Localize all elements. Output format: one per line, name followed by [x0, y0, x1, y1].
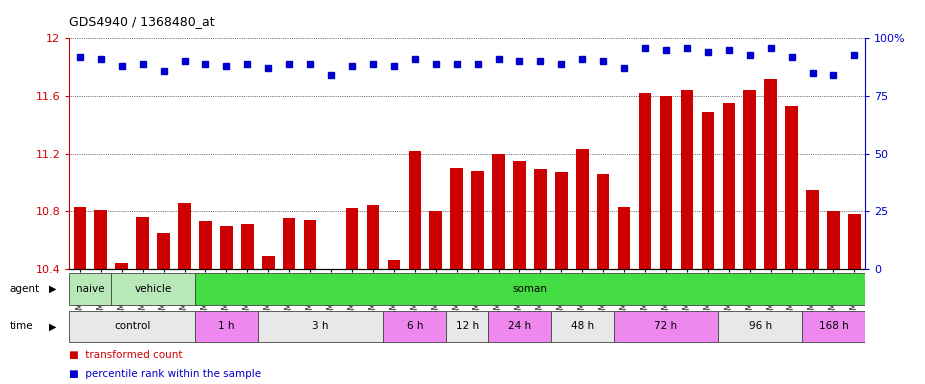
Bar — [94, 210, 107, 269]
Bar — [179, 203, 191, 269]
Bar — [429, 211, 442, 269]
Text: agent: agent — [9, 284, 40, 294]
Bar — [69, 273, 111, 305]
Text: 12 h: 12 h — [455, 321, 479, 331]
Bar — [802, 311, 865, 342]
Bar — [388, 260, 401, 269]
Text: GDS4940 / 1368480_at: GDS4940 / 1368480_at — [69, 15, 215, 28]
Bar — [744, 90, 756, 269]
Bar — [346, 208, 358, 269]
Bar — [764, 79, 777, 269]
Bar — [303, 220, 316, 269]
Bar — [157, 233, 170, 269]
Bar — [383, 311, 446, 342]
Text: naive: naive — [76, 284, 105, 294]
Bar — [848, 214, 860, 269]
Text: control: control — [114, 321, 151, 331]
Bar — [220, 226, 233, 269]
Bar — [199, 221, 212, 269]
Bar — [534, 169, 547, 269]
Bar — [618, 207, 631, 269]
Bar — [597, 174, 610, 269]
Text: ▶: ▶ — [49, 321, 56, 331]
Text: time: time — [9, 321, 33, 331]
Bar — [785, 106, 798, 269]
Bar — [195, 311, 258, 342]
Bar — [513, 161, 525, 269]
Text: ■  transformed count: ■ transformed count — [69, 350, 183, 360]
Text: 3 h: 3 h — [313, 321, 328, 331]
Bar — [660, 96, 672, 269]
Bar — [258, 311, 383, 342]
Bar — [450, 168, 462, 269]
Bar — [116, 263, 128, 269]
Bar — [551, 311, 613, 342]
Text: 48 h: 48 h — [571, 321, 594, 331]
Bar — [639, 93, 651, 269]
Bar — [807, 190, 819, 269]
Text: ▶: ▶ — [49, 284, 56, 294]
Text: 168 h: 168 h — [819, 321, 848, 331]
Bar — [241, 224, 253, 269]
Text: 96 h: 96 h — [748, 321, 771, 331]
Bar — [74, 207, 86, 269]
Text: 6 h: 6 h — [407, 321, 423, 331]
Bar — [827, 211, 840, 269]
Bar — [613, 311, 719, 342]
Text: soman: soman — [512, 284, 548, 294]
Bar — [681, 90, 693, 269]
Bar — [283, 218, 295, 269]
Bar — [488, 311, 551, 342]
Bar — [492, 154, 505, 269]
Text: 1 h: 1 h — [218, 321, 235, 331]
Bar — [136, 217, 149, 269]
Bar — [111, 273, 195, 305]
Text: vehicle: vehicle — [134, 284, 172, 294]
Bar — [366, 205, 379, 269]
Bar — [472, 171, 484, 269]
Bar — [701, 112, 714, 269]
Text: 24 h: 24 h — [508, 321, 531, 331]
Bar — [576, 149, 588, 269]
Bar — [69, 311, 195, 342]
Bar — [719, 311, 802, 342]
Bar — [195, 273, 865, 305]
Bar — [722, 103, 735, 269]
Bar — [409, 151, 421, 269]
Text: ■  percentile rank within the sample: ■ percentile rank within the sample — [69, 369, 262, 379]
Bar — [262, 256, 275, 269]
Bar — [446, 311, 488, 342]
Bar — [555, 172, 568, 269]
Text: 72 h: 72 h — [655, 321, 677, 331]
